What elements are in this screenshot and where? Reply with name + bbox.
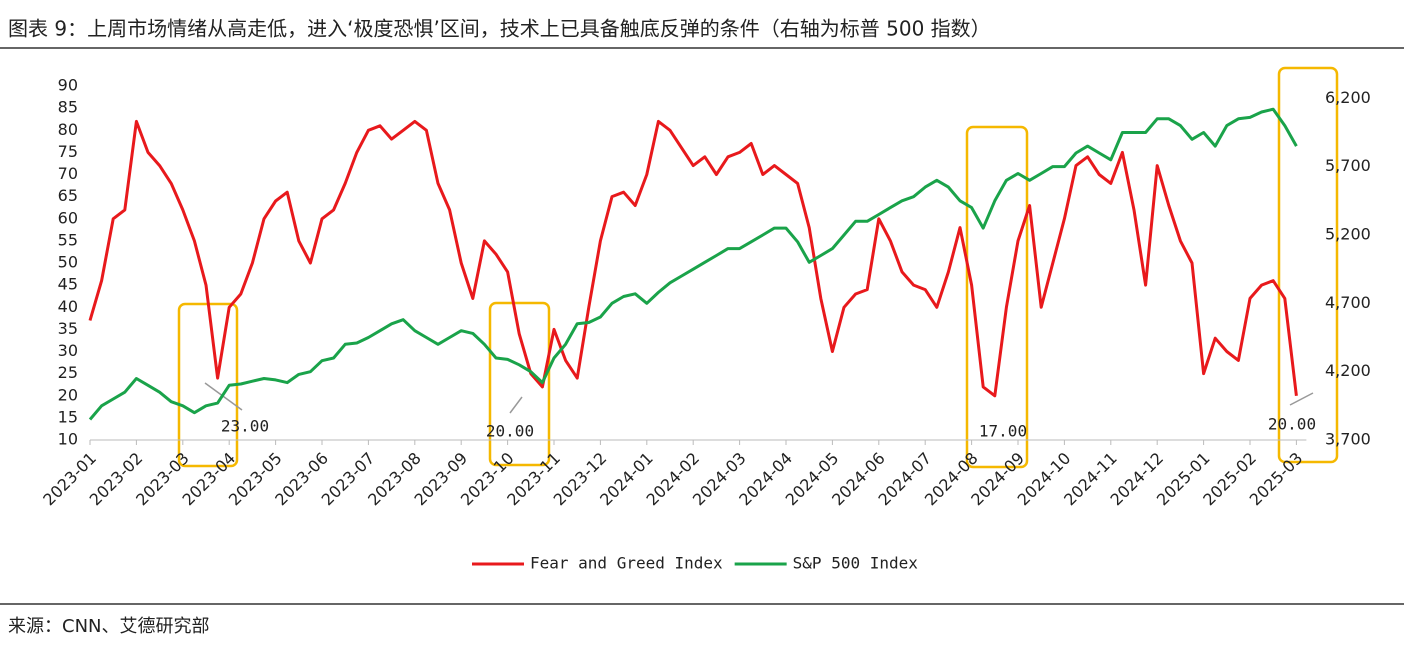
y-tick-label: 80 bbox=[58, 120, 78, 139]
source: 来源：CNN、艾德研究部 bbox=[8, 616, 210, 637]
legend-label: S&P 500 Index bbox=[793, 554, 919, 573]
y-tick-label: 45 bbox=[58, 275, 78, 294]
series-line bbox=[88, 119, 1298, 398]
chart-title: 图表 9：上周市场情绪从高走低，进入‘极度恐惧’区间，技术上已具备触底反弹的条件… bbox=[8, 17, 991, 41]
series-line bbox=[88, 107, 1298, 421]
y-tick-label: 70 bbox=[58, 164, 78, 183]
y-tick-label: 10 bbox=[58, 430, 78, 449]
y-tick-label: 60 bbox=[58, 208, 78, 227]
annotation: 20.00 bbox=[1268, 415, 1316, 434]
y-tick-label: 15 bbox=[58, 407, 78, 426]
annotation: 20.00 bbox=[486, 422, 534, 441]
y2-tick-label: 4,200 bbox=[1325, 361, 1371, 380]
y-tick-label: 25 bbox=[58, 363, 78, 382]
annotation: 17.00 bbox=[979, 422, 1027, 441]
y-tick-label: 85 bbox=[58, 98, 78, 117]
legend-label: Fear and Greed Index bbox=[530, 554, 723, 573]
y-tick-label: 20 bbox=[58, 385, 78, 404]
y-tick-label: 65 bbox=[58, 186, 78, 205]
y-tick-label: 90 bbox=[58, 76, 78, 95]
y2-tick-label: 3,700 bbox=[1325, 430, 1371, 449]
annotation-arrows bbox=[204, 382, 1314, 414]
y2-tick-label: 5,200 bbox=[1325, 224, 1371, 243]
y2-tick-label: 6,200 bbox=[1325, 88, 1371, 107]
y-tick-label: 35 bbox=[58, 319, 78, 338]
y2-tick-label: 4,700 bbox=[1325, 293, 1371, 312]
annotation: 23.00 bbox=[221, 417, 269, 436]
y-tick-label: 75 bbox=[58, 142, 78, 161]
y-tick-label: 55 bbox=[58, 230, 78, 249]
y2-tick-label: 5,700 bbox=[1325, 156, 1371, 175]
y-tick-label: 50 bbox=[58, 253, 78, 272]
y-tick-label: 40 bbox=[58, 297, 78, 316]
y-tick-label: 30 bbox=[58, 341, 78, 360]
highlight-boxes bbox=[177, 66, 1339, 469]
